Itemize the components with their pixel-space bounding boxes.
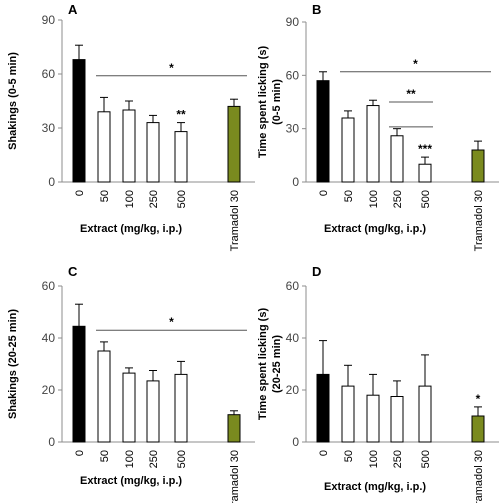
bar-1 xyxy=(341,385,355,443)
category-label: 50 xyxy=(99,450,111,462)
y-tick-label: 0 xyxy=(48,435,55,449)
y-tick-label: 40 xyxy=(286,331,300,345)
category-label: 250 xyxy=(148,190,160,208)
category-label: 500 xyxy=(420,450,432,468)
category-label: Tramadol 30 xyxy=(473,190,485,251)
panel-c: C 0 20 40 60 Shakings (20-25 min) 0 50 100 250 500… xyxy=(7,264,255,503)
category-label: 0 xyxy=(318,450,330,456)
significance-mark: * xyxy=(476,392,481,406)
y-tick-label: 60 xyxy=(286,279,300,293)
category-label: 500 xyxy=(176,190,188,208)
bar-4 xyxy=(174,373,188,443)
x-axis-title: Extract (mg/kg, i.p.) xyxy=(324,223,426,235)
y-tick-label: 30 xyxy=(42,121,56,135)
y-tick-label: 0 xyxy=(292,175,299,189)
y-tick-label: 90 xyxy=(286,15,300,29)
bar-1 xyxy=(97,111,111,183)
panel-letter: D xyxy=(312,264,321,279)
y-axis-title: Time spent licking (s) xyxy=(257,308,269,421)
y-tick-label: 90 xyxy=(42,13,56,27)
category-label: 50 xyxy=(343,190,355,202)
category-label: 500 xyxy=(176,450,188,468)
bar-5 xyxy=(471,415,485,443)
bar-1 xyxy=(97,350,111,443)
category-label: 250 xyxy=(392,190,404,208)
bar-4 xyxy=(418,385,432,443)
bar-1 xyxy=(341,117,355,183)
y-axis-title: (20-25 min) xyxy=(271,335,283,393)
bar-4 xyxy=(418,163,432,183)
bar-5 xyxy=(471,149,485,183)
significance-mark: ** xyxy=(406,87,416,101)
bar-0 xyxy=(316,373,330,443)
bar-0 xyxy=(72,325,86,443)
y-tick-label: 0 xyxy=(292,435,299,449)
category-label: 100 xyxy=(124,450,136,468)
category-label: 500 xyxy=(420,190,432,208)
bar-2 xyxy=(366,105,380,183)
bar-3 xyxy=(390,396,404,443)
category-label: 100 xyxy=(368,190,380,208)
y-axis-title: (0-5 min) xyxy=(271,79,283,125)
panel-d: D 0 20 40 60 Time spent licking (s) (20-25 min… xyxy=(257,264,499,503)
category-label: 250 xyxy=(392,450,404,468)
y-axis-title: Shakings (20-25 min) xyxy=(7,309,19,419)
y-axis-title: Time spent licking (s) xyxy=(257,46,269,159)
category-label: 0 xyxy=(74,190,86,196)
panel-letter: C xyxy=(68,264,78,279)
bar-2 xyxy=(122,372,136,443)
bar-5 xyxy=(227,414,241,443)
category-label: 0 xyxy=(318,190,330,196)
y-tick-label: 30 xyxy=(286,122,300,136)
bar-0 xyxy=(316,80,330,183)
panel-letter: B xyxy=(312,2,321,17)
category-label: 0 xyxy=(74,450,86,456)
y-tick-label: 60 xyxy=(42,67,56,81)
bar-5 xyxy=(227,105,241,183)
bar-4 xyxy=(174,131,188,183)
significance-mark: *** xyxy=(418,142,432,156)
panel-letter: A xyxy=(68,2,78,17)
x-axis-title: Extract (mg/kg, i.p.) xyxy=(324,481,426,493)
category-label: 50 xyxy=(343,450,355,462)
significance-mark: * xyxy=(413,57,418,71)
bar-3 xyxy=(390,135,404,183)
bar-3 xyxy=(146,380,160,443)
y-tick-label: 0 xyxy=(48,175,55,189)
significance-mark: ** xyxy=(176,108,186,122)
category-label: 50 xyxy=(99,190,111,202)
y-tick-label: 40 xyxy=(42,331,56,345)
x-axis-title: Extract (mg/kg, i.p.) xyxy=(80,475,182,487)
category-label: 250 xyxy=(148,450,160,468)
bar-2 xyxy=(122,109,136,183)
bar-3 xyxy=(146,122,160,183)
panel-a: A 0 30 60 90 Shakings (0-5 min) 0 50 100 250 500 Tr… xyxy=(7,2,255,251)
y-tick-label: 20 xyxy=(42,383,56,397)
category-label: Tramadol 30 xyxy=(229,450,241,503)
y-tick-label: 60 xyxy=(42,279,56,293)
x-axis-title: Extract (mg/kg, i.p.) xyxy=(80,223,182,235)
panel-b: B 0 30 60 90 Time spent licking (s) (0-5 min) 0… xyxy=(257,2,499,251)
y-axis-title: Shakings (0-5 min) xyxy=(7,52,19,150)
bar-2 xyxy=(366,394,380,443)
y-tick-label: 20 xyxy=(286,383,300,397)
category-label: Tramadol 30 xyxy=(473,450,485,503)
category-label: 100 xyxy=(368,450,380,468)
bar-0 xyxy=(72,59,86,183)
category-label: 100 xyxy=(124,190,136,208)
y-tick-label: 60 xyxy=(286,68,300,82)
significance-mark: * xyxy=(169,61,174,75)
category-label: Tramadol 30 xyxy=(229,190,241,251)
significance-mark: * xyxy=(169,315,174,329)
